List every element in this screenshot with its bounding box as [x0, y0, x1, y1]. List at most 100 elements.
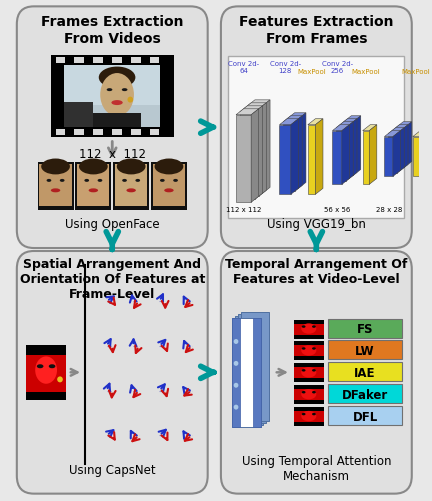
- Bar: [344, 122, 353, 176]
- Bar: [26, 346, 66, 400]
- Bar: [39, 165, 72, 207]
- Ellipse shape: [301, 389, 316, 400]
- Bar: [283, 122, 295, 192]
- Ellipse shape: [122, 179, 127, 182]
- Polygon shape: [236, 110, 259, 116]
- Ellipse shape: [173, 179, 178, 182]
- Polygon shape: [255, 107, 263, 200]
- Bar: [236, 116, 251, 203]
- Polygon shape: [349, 120, 357, 179]
- Circle shape: [234, 339, 238, 344]
- Ellipse shape: [107, 89, 112, 92]
- Polygon shape: [397, 128, 404, 174]
- Bar: [74, 129, 84, 135]
- Polygon shape: [336, 122, 353, 128]
- Polygon shape: [291, 120, 299, 195]
- Bar: [38, 163, 73, 211]
- Polygon shape: [259, 104, 266, 197]
- Ellipse shape: [35, 357, 57, 384]
- Ellipse shape: [302, 391, 305, 394]
- FancyBboxPatch shape: [17, 8, 208, 248]
- Bar: [328, 384, 402, 403]
- Polygon shape: [251, 110, 259, 203]
- Bar: [64, 66, 160, 127]
- Polygon shape: [308, 120, 323, 125]
- Ellipse shape: [164, 189, 174, 193]
- Polygon shape: [332, 125, 349, 131]
- Text: DFL: DFL: [353, 410, 378, 423]
- Bar: [328, 406, 402, 425]
- Ellipse shape: [47, 179, 51, 182]
- Bar: [77, 165, 109, 207]
- Bar: [294, 389, 324, 400]
- Bar: [332, 131, 342, 185]
- Ellipse shape: [301, 411, 316, 421]
- Circle shape: [127, 97, 133, 103]
- Text: Frames Extraction
From Videos: Frames Extraction From Videos: [41, 16, 184, 46]
- Ellipse shape: [312, 391, 316, 394]
- Ellipse shape: [99, 68, 135, 89]
- Ellipse shape: [127, 189, 136, 193]
- Text: 112  x  112: 112 x 112: [79, 148, 146, 161]
- Bar: [150, 58, 159, 64]
- Bar: [131, 129, 140, 135]
- Bar: [26, 346, 66, 356]
- Ellipse shape: [301, 367, 316, 378]
- Text: MaxPool: MaxPool: [351, 69, 380, 75]
- Ellipse shape: [117, 159, 146, 175]
- Polygon shape: [263, 101, 270, 194]
- Polygon shape: [342, 125, 349, 185]
- FancyBboxPatch shape: [17, 252, 208, 493]
- Bar: [235, 316, 264, 425]
- Bar: [294, 385, 324, 404]
- Polygon shape: [248, 101, 270, 107]
- Bar: [93, 58, 103, 64]
- Ellipse shape: [37, 365, 44, 369]
- Ellipse shape: [135, 179, 140, 182]
- Text: 112 x 112: 112 x 112: [226, 207, 261, 213]
- Bar: [238, 314, 266, 423]
- Bar: [74, 58, 84, 64]
- Bar: [294, 324, 324, 335]
- Bar: [113, 163, 149, 211]
- Bar: [248, 107, 263, 194]
- Polygon shape: [419, 131, 427, 177]
- Bar: [112, 129, 122, 135]
- Polygon shape: [283, 117, 302, 122]
- Bar: [253, 318, 260, 427]
- Polygon shape: [396, 122, 412, 128]
- Polygon shape: [287, 114, 306, 120]
- Ellipse shape: [84, 179, 89, 182]
- Polygon shape: [295, 117, 302, 192]
- Bar: [51, 56, 174, 137]
- Polygon shape: [344, 117, 361, 122]
- Bar: [294, 342, 324, 361]
- Bar: [294, 411, 324, 422]
- Bar: [328, 363, 402, 381]
- Bar: [244, 110, 259, 197]
- Ellipse shape: [98, 179, 102, 182]
- Bar: [131, 58, 140, 64]
- Bar: [294, 346, 324, 357]
- Text: Conv 2d-
128: Conv 2d- 128: [270, 61, 301, 74]
- Bar: [240, 113, 255, 200]
- Ellipse shape: [302, 369, 305, 372]
- Bar: [294, 364, 324, 382]
- Ellipse shape: [312, 413, 316, 415]
- Polygon shape: [393, 131, 400, 177]
- Bar: [26, 354, 66, 392]
- Polygon shape: [384, 131, 400, 137]
- Circle shape: [57, 377, 63, 383]
- Bar: [115, 165, 147, 207]
- Polygon shape: [404, 122, 412, 168]
- Bar: [294, 407, 324, 426]
- Polygon shape: [299, 114, 306, 189]
- Circle shape: [234, 361, 238, 366]
- Bar: [340, 125, 349, 179]
- Ellipse shape: [49, 365, 55, 369]
- Bar: [294, 368, 324, 379]
- Bar: [328, 319, 402, 338]
- Polygon shape: [369, 125, 377, 185]
- Polygon shape: [340, 120, 357, 125]
- Bar: [287, 120, 299, 189]
